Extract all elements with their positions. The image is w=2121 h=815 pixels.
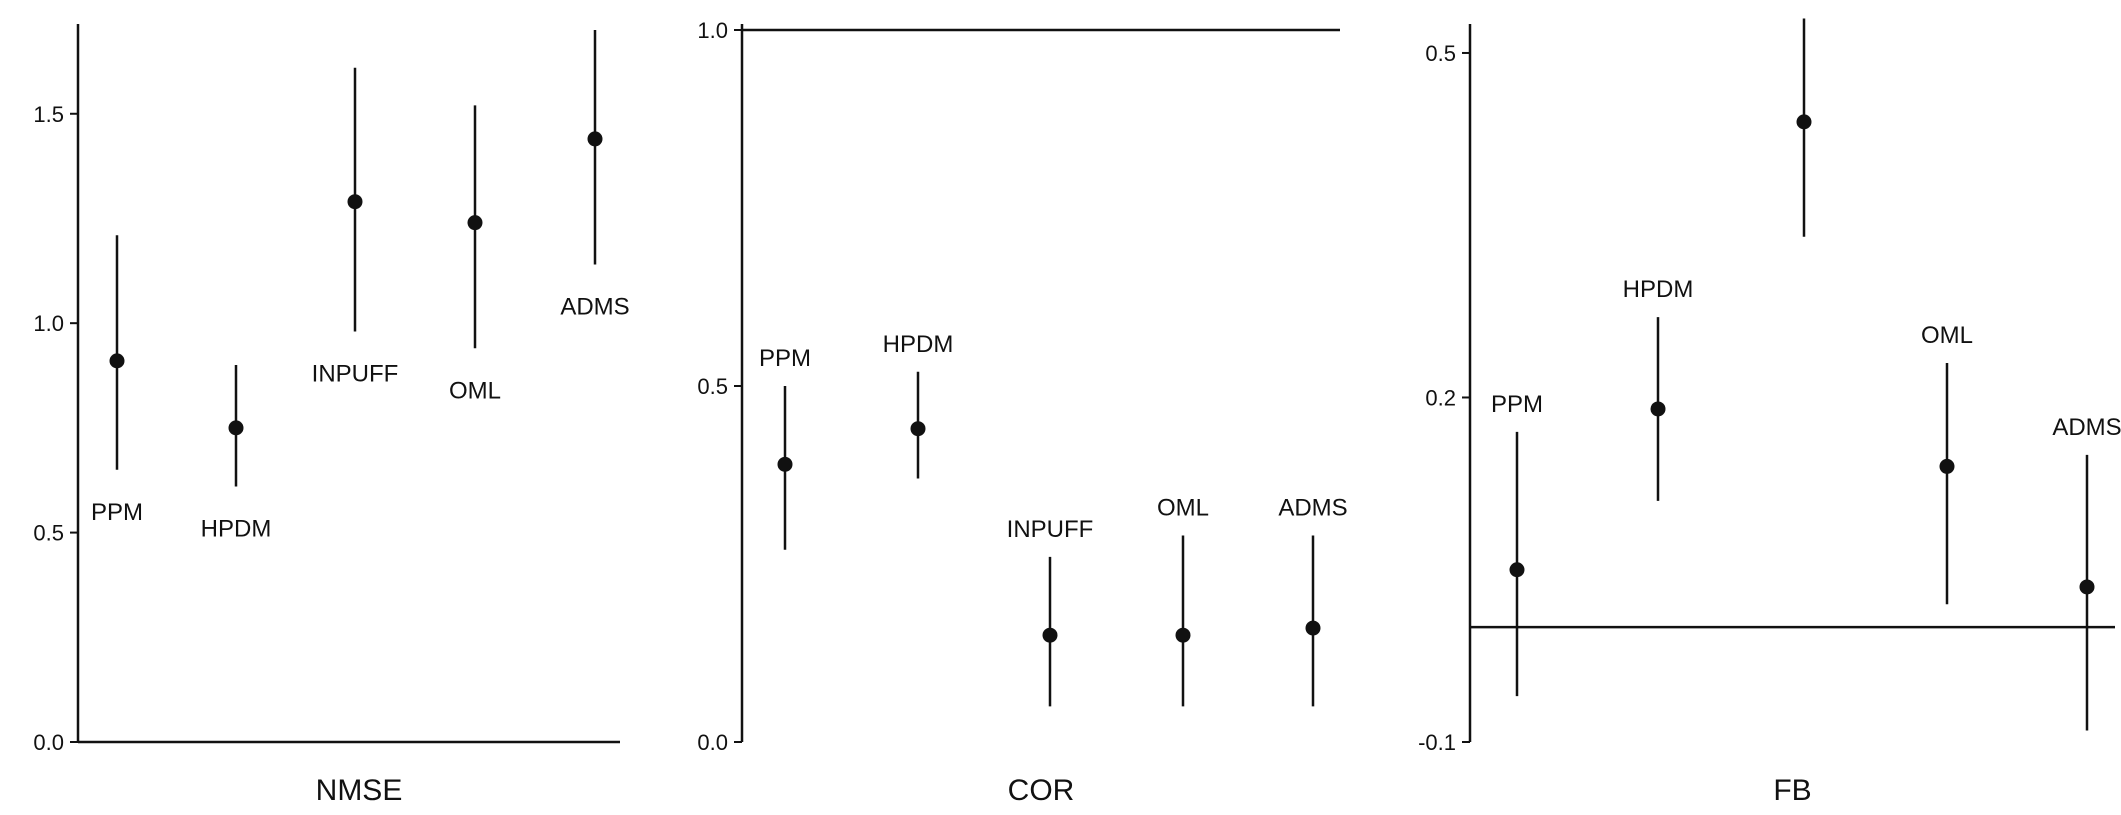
point-label-inpuff: INPUFF [1007, 516, 1094, 543]
data-point-oml [1939, 458, 1955, 474]
x-axis-label: FB [1773, 774, 1811, 807]
point-label-ppm: PPM [759, 345, 811, 372]
data-point-ppm [1509, 562, 1525, 578]
point-label-ppm: PPM [91, 499, 143, 526]
point-label-oml: OML [1921, 322, 1973, 349]
y-tick-label: 0.0 [697, 730, 728, 755]
y-tick-label: 0.5 [33, 521, 64, 546]
point-label-hpdm: HPDM [201, 516, 272, 543]
data-point-inpuff [1796, 114, 1812, 130]
x-axis-label: NMSE [316, 774, 403, 807]
y-tick-label: 1.5 [33, 102, 64, 127]
chart-panel-2: 0.0 0.5 1.0 PPM HPDM INPUFF OML ADMS COR [697, 18, 1347, 807]
y-tick-label: -0.1 [1418, 730, 1456, 755]
data-point-adms [2079, 579, 2095, 595]
data-point-inpuff [347, 194, 363, 210]
data-point-ppm [109, 353, 125, 369]
point-label-adms: ADMS [560, 294, 629, 321]
data-point-hpdm [1650, 401, 1666, 417]
point-label-oml: OML [1157, 495, 1209, 522]
point-label-ppm: PPM [1491, 391, 1543, 418]
data-point-hpdm [228, 420, 244, 436]
data-point-oml [467, 215, 483, 231]
point-label-inpuff: INPUFF [1761, 0, 1848, 5]
point-label-hpdm: HPDM [1623, 276, 1694, 303]
data-point-inpuff [1042, 627, 1058, 643]
data-point-ppm [777, 456, 793, 472]
y-tick-label: 0.0 [33, 730, 64, 755]
y-tick-label: 0.5 [1425, 41, 1456, 66]
data-point-adms [1305, 620, 1321, 636]
chart-panel-3: -0.1 0.2 0.5 PPM HPDM INPUFF OML ADMS FB [1418, 0, 2121, 807]
data-point-adms [587, 131, 603, 147]
y-tick-label: 1.0 [33, 311, 64, 336]
y-tick-label: 1.0 [697, 18, 728, 43]
data-point-hpdm [910, 421, 926, 437]
point-label-adms: ADMS [2052, 414, 2121, 441]
point-label-adms: ADMS [1278, 495, 1347, 522]
point-label-oml: OML [449, 377, 501, 404]
y-tick-label: 0.2 [1425, 385, 1456, 410]
y-tick-label: 0.5 [697, 374, 728, 399]
point-label-hpdm: HPDM [883, 331, 954, 358]
data-point-oml [1175, 627, 1191, 643]
point-label-inpuff: INPUFF [312, 361, 399, 388]
chart-panel-1: 0.0 0.5 1.0 1.5 PPM HPDM INPUFF OML ADMS NMSE [33, 24, 630, 807]
x-axis-label: COR [1008, 774, 1075, 807]
